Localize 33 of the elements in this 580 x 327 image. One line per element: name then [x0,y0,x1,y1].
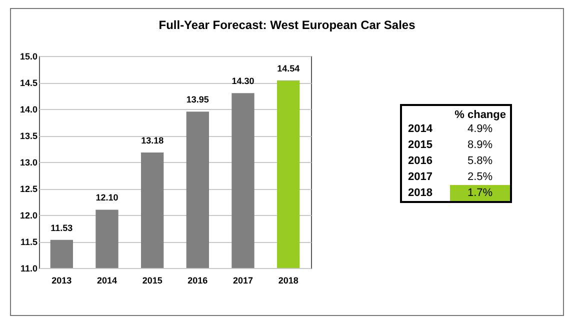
y-tick-label: 11.5 [20,237,38,247]
chart-title: Full-Year Forecast: West European Car Sales [158,18,416,32]
text: 8.9% [466,138,494,153]
y-tick-label: 11.0 [20,264,38,274]
text: 2018 [407,186,434,201]
text: 2.5% [466,170,494,185]
text: % change [454,108,507,121]
data-label: 14.30 [232,76,254,86]
text: 2015 [407,138,434,153]
text: 5.8% [466,154,494,169]
data-label: 13.18 [141,135,164,146]
y-tick-label: 14.0 [20,104,38,114]
x-tick-label: 2018 [278,276,298,286]
text: 4.9% [466,122,494,137]
y-tick-label: 12.5 [20,184,38,194]
data-label: 11.53 [50,222,73,233]
data-label: 13.95 [186,94,209,105]
y-tick-label: 15.0 [20,52,38,62]
y-tick-label: 13.0 [20,158,38,168]
data-label: 14.54 [277,63,300,74]
text: 2017 [407,170,434,185]
y-tick-label: 14.5 [20,78,38,88]
data-label: 12.10 [96,192,118,203]
text: 2016 [407,154,434,169]
x-tick-label: 2016 [188,276,208,286]
y-tick-label: 13.5 [20,131,38,141]
x-tick-label: 2017 [232,276,254,286]
x-tick-label: 2014 [96,276,118,286]
text: 1.7% [450,185,511,202]
x-tick-label: 2015 [142,276,162,286]
x-tick-label: 2013 [52,276,72,286]
text: 2014 [407,122,434,137]
y-tick-label: 12.0 [20,210,38,220]
